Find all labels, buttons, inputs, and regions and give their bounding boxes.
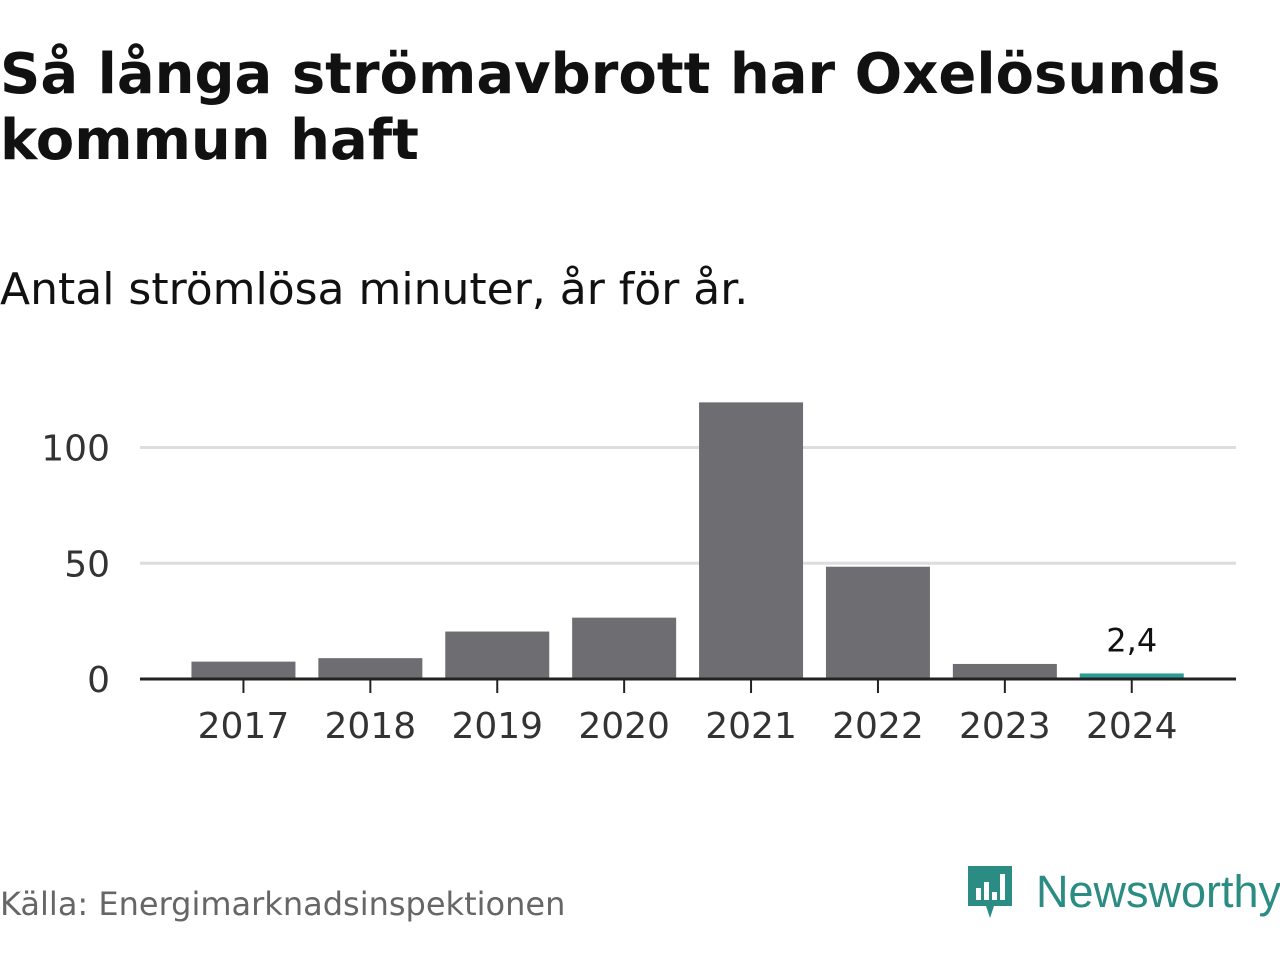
source-note: Källa: Energimarknadsinspektionen: [0, 885, 566, 923]
x-tick-label: 2021: [705, 706, 797, 747]
x-tick-label: 2020: [578, 706, 670, 747]
x-tick-label: 2018: [325, 706, 417, 747]
bar: [1079, 673, 1184, 679]
x-tick-label: 2024: [1086, 706, 1178, 747]
bar: [952, 663, 1057, 679]
newsworthy-logo-icon: [968, 866, 1012, 918]
bar: [825, 566, 930, 679]
chart-title: Så långa strömavbrott har Oxelösunds kom…: [0, 42, 1221, 173]
bar: [191, 661, 296, 679]
y-tick-label: 50: [64, 544, 110, 585]
y-tick-label: 0: [87, 660, 110, 701]
brand-name: Newsworthy: [1036, 866, 1280, 917]
bar-chart: 0 50 100 2017 2018 2019 2020 2021 2022 2023 2024 2,…: [41, 402, 1236, 747]
bar: [572, 617, 677, 679]
bar: [318, 658, 423, 679]
x-tick-label: 2022: [832, 706, 924, 747]
brand[interactable]: Newsworthy: [964, 862, 1280, 922]
chart-subtitle: Antal strömlösa minuter, år för år.: [0, 264, 749, 315]
y-tick-label: 100: [41, 429, 110, 470]
bar: [445, 631, 550, 679]
data-label: 2,4: [1106, 621, 1157, 659]
x-tick-label: 2023: [959, 706, 1051, 747]
x-tick-label: 2019: [451, 706, 543, 747]
x-tick-label: 2017: [198, 706, 290, 747]
bar: [699, 402, 804, 679]
